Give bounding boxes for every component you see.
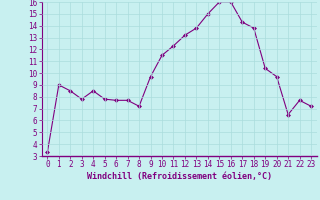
X-axis label: Windchill (Refroidissement éolien,°C): Windchill (Refroidissement éolien,°C) bbox=[87, 172, 272, 181]
